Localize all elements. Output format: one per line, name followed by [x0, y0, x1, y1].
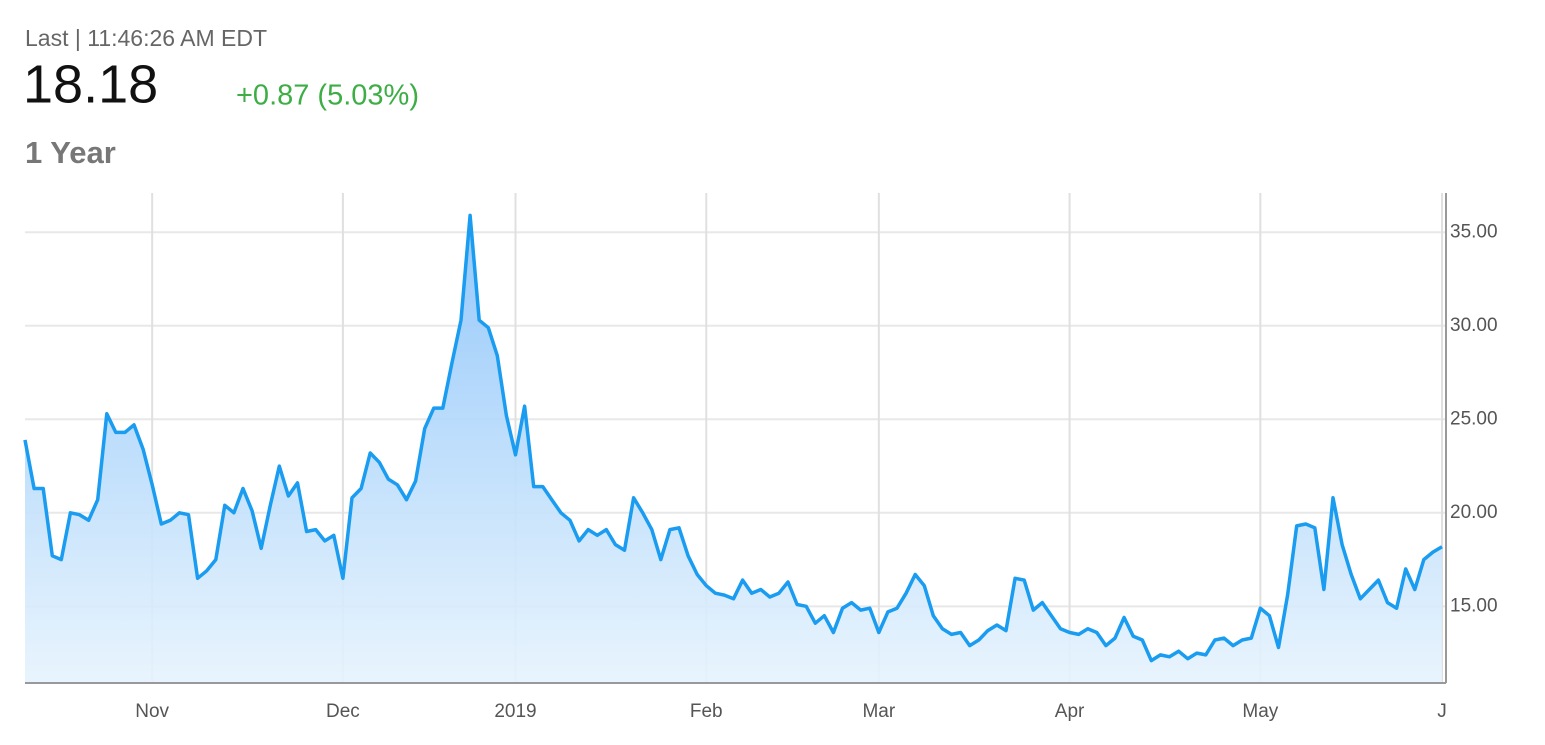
range-label: 1 Year: [25, 135, 116, 170]
x-tick-label: Apr: [1055, 701, 1085, 722]
x-tick-label: May: [1242, 701, 1278, 722]
x-tick-label: J: [1437, 701, 1447, 722]
y-tick-label: 30.00: [1450, 315, 1498, 336]
plot: [23, 213, 1443, 683]
area: [25, 215, 1442, 683]
x-tick-label: Mar: [862, 701, 895, 722]
x-tick-label: Nov: [135, 701, 169, 722]
line: [23, 213, 1443, 663]
price: 18.18: [23, 54, 158, 114]
last-time: Last | 11:46:26 AM EDT: [25, 25, 267, 51]
y-tick-label: 15.00: [1450, 595, 1498, 616]
y-tick-label: 20.00: [1450, 502, 1498, 523]
change: +0.87 (5.03%): [236, 80, 419, 112]
y-tick-label: 35.00: [1450, 221, 1498, 242]
y-tick-label: 25.00: [1450, 408, 1498, 429]
x-tick-label: Dec: [326, 701, 360, 722]
x-tick-label: Feb: [690, 701, 723, 722]
x-tick-label: 2019: [494, 701, 536, 722]
